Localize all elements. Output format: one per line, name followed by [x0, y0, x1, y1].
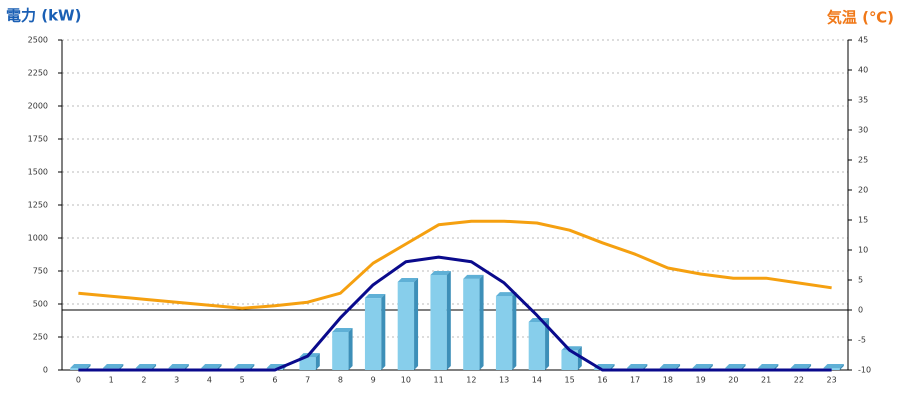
y-tick-label: 2000: [28, 102, 48, 111]
line: [78, 219, 832, 310]
x-tick-label: 4: [207, 376, 212, 385]
y2-tick-label: 5: [858, 276, 863, 285]
bar: [495, 292, 517, 370]
x-tick-label: 16: [597, 376, 607, 385]
y2-tick-label: 0: [858, 306, 863, 315]
x-tick-label: 13: [499, 376, 509, 385]
x-tick-label: 21: [761, 376, 771, 385]
bar: [332, 327, 353, 370]
x-tick-label: 15: [565, 376, 575, 385]
y-tick-label: 2500: [28, 36, 48, 45]
x-tick-label: 17: [630, 376, 640, 385]
y-axis-title: 電力 (kW): [6, 7, 81, 25]
y-tick-label: 500: [33, 300, 48, 309]
y2-tick-label: -5: [858, 336, 866, 345]
x-tick-label: 10: [401, 376, 411, 385]
x-tick-label: 19: [696, 376, 706, 385]
y-tick-label: 1000: [28, 234, 48, 243]
x-tick-label: 8: [338, 376, 343, 385]
x-tick-label: 6: [272, 376, 277, 385]
bar: [430, 270, 451, 370]
y-tick-label: 1250: [28, 201, 48, 210]
y2-tick-label: 40: [858, 66, 868, 75]
x-tick-label: 5: [240, 376, 245, 385]
y-tick-label: 2250: [28, 69, 48, 78]
y2-tick-label: 15: [858, 216, 868, 225]
y-tick-label: 750: [33, 267, 48, 276]
y2-tick-label: 25: [858, 156, 868, 165]
y2-tick-label: 30: [858, 126, 868, 135]
x-tick-label: 2: [141, 376, 146, 385]
x-tick-label: 22: [794, 376, 804, 385]
x-tick-label: 20: [728, 376, 738, 385]
x-tick-label: 3: [174, 376, 179, 385]
x-tick-label: 14: [532, 376, 542, 385]
y2-axis-title: 気温 (℃): [827, 9, 894, 27]
x-tick-label: 12: [466, 376, 476, 385]
x-tick-label: 9: [371, 376, 376, 385]
y2-tick-label: 45: [858, 36, 868, 45]
y-tick-label: 0: [43, 366, 48, 375]
bar: [463, 274, 484, 370]
x-tick-label: 7: [305, 376, 310, 385]
line: [78, 255, 832, 372]
x-tick-label: 11: [434, 376, 444, 385]
y2-tick-label: 10: [858, 246, 868, 255]
y-tick-label: 250: [33, 333, 48, 342]
y-tick-label: 1500: [28, 168, 48, 177]
x-tick-label: 23: [827, 376, 837, 385]
bar: [397, 277, 419, 370]
y2-tick-label: -10: [858, 366, 871, 375]
x-tick-label: 1: [109, 376, 114, 385]
y-tick-label: 1750: [28, 135, 48, 144]
y2-tick-label: 20: [858, 186, 868, 195]
x-tick-label: 18: [663, 376, 673, 385]
y2-tick-label: 35: [858, 96, 868, 105]
bar: [528, 317, 550, 370]
bar: [364, 294, 386, 370]
x-tick-label: 0: [76, 376, 81, 385]
